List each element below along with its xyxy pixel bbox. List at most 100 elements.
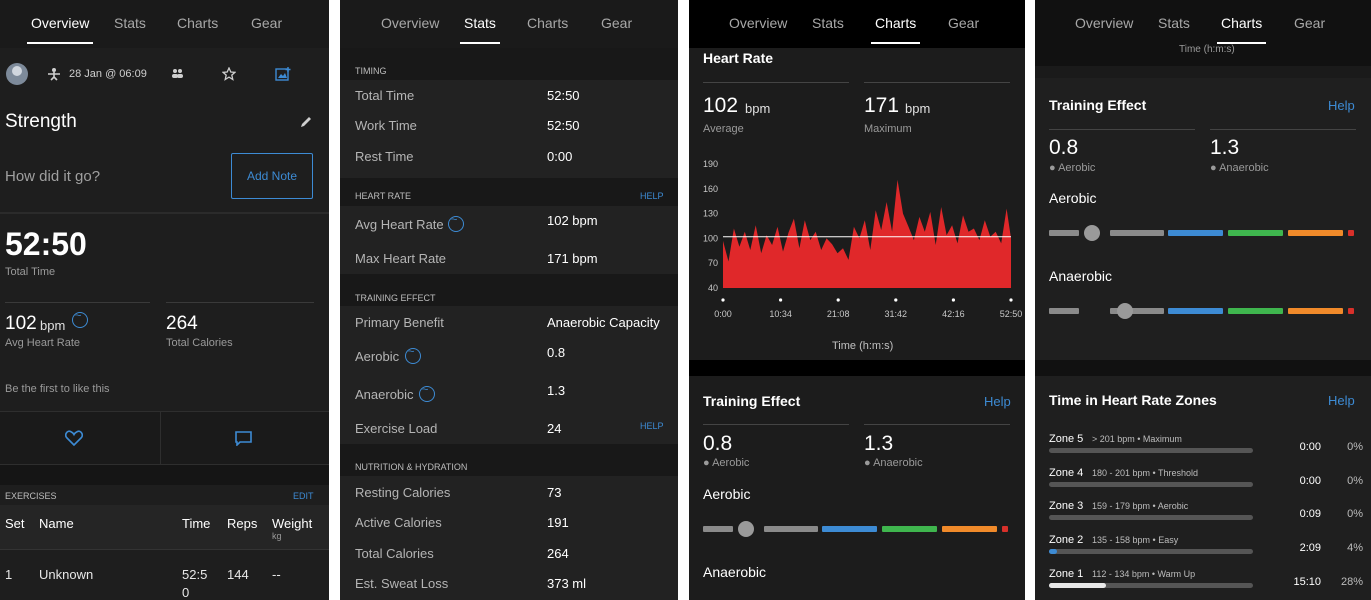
stat-value: 264: [547, 546, 569, 561]
help-link[interactable]: Help: [984, 394, 1011, 409]
tab-stats[interactable]: Stats: [114, 15, 146, 31]
scale-segment: [942, 526, 997, 532]
scale-segment: [1228, 308, 1283, 314]
x-tick-mark: [951, 298, 955, 302]
edit-pencil-icon[interactable]: [299, 115, 313, 129]
stat-value: 373 ml: [547, 576, 587, 591]
heart-rate-icon: [405, 346, 421, 364]
scale-knob: [1084, 225, 1100, 241]
help-link[interactable]: HELP: [640, 191, 664, 201]
add-note-button[interactable]: Add Note: [231, 153, 313, 199]
comment-icon[interactable]: [235, 431, 252, 446]
tab-stats[interactable]: Stats: [460, 15, 500, 44]
zone-time: 0:00: [1299, 441, 1321, 453]
scale-knob: [738, 521, 754, 537]
anaerobic-scale-title: Anaerobic: [703, 564, 767, 580]
y-tick-label: 190: [703, 159, 718, 169]
scale-segment: [1110, 230, 1164, 236]
col-set: Set: [5, 516, 25, 531]
stat-value: Anaerobic Capacity: [547, 315, 660, 330]
anaerobic-te-label-text: Anaerobic: [873, 457, 923, 469]
x-tick-label: 21:08: [827, 309, 850, 319]
tab-charts[interactable]: Charts: [1216, 15, 1267, 44]
scale-segment: [1228, 230, 1283, 236]
scale-segment: [764, 526, 818, 532]
tab-gear[interactable]: Gear: [948, 15, 980, 31]
help-link[interactable]: Help: [1328, 393, 1355, 408]
heart-rate-title: Heart Rate: [703, 50, 774, 66]
hr-average-label: Average: [703, 123, 744, 135]
avatar[interactable]: [6, 63, 28, 85]
calories-label: Total Calories: [166, 337, 233, 349]
people-icon[interactable]: [170, 68, 184, 80]
tab-charts[interactable]: Charts: [177, 15, 219, 31]
tab-bar: Overview Stats Charts Gear: [340, 0, 678, 48]
charts-panel: Overview Stats Charts Gear Heart Rate 10…: [689, 0, 1025, 600]
activity-name: Strength: [5, 111, 77, 132]
note-prompt: How did it go?: [5, 168, 101, 185]
star-icon[interactable]: [222, 67, 236, 81]
tab-charts[interactable]: Charts: [527, 15, 569, 31]
row-name: Unknown: [39, 567, 94, 582]
scale-segment: [1049, 308, 1079, 314]
col-reps: Reps: [227, 516, 258, 531]
tab-stats[interactable]: Stats: [1158, 15, 1190, 31]
x-tick-label: 0:00: [714, 309, 732, 319]
tab-gear[interactable]: Gear: [601, 15, 633, 31]
aerobic-te-label: ● Aerobic: [703, 457, 750, 469]
section-header: [340, 444, 678, 476]
tab-bar: Overview Stats Charts Gear: [689, 0, 1025, 48]
heart-rate-chart[interactable]: 40 70 100 130 160 190 0:00 10:34 21:08 31:42 42:1…: [689, 150, 1025, 360]
tab-overview[interactable]: Overview: [381, 15, 440, 31]
tab-gear[interactable]: Gear: [1294, 15, 1326, 31]
divider: [703, 424, 849, 425]
x-tick-label: 52:50: [1000, 309, 1023, 319]
tab-charts[interactable]: Charts: [870, 15, 921, 44]
col-time: Time: [182, 516, 211, 531]
zone-time: 2:09: [1299, 542, 1321, 554]
zone-percent: 0%: [1347, 508, 1363, 520]
scale-segment: [1168, 308, 1223, 314]
help-link[interactable]: HELP: [640, 421, 664, 431]
zone-description: 159 - 179 bpm • Aerobic: [1092, 501, 1189, 511]
help-link[interactable]: Help: [1328, 98, 1355, 113]
hr-zones-card: [1035, 376, 1371, 600]
tab-bar: Overview Stats Charts Gear: [0, 0, 329, 48]
tab-gear[interactable]: Gear: [251, 15, 283, 31]
aerobic-te-value: 0.8: [703, 432, 733, 455]
tab-stats[interactable]: Stats: [812, 15, 844, 31]
like-heart-icon[interactable]: [65, 430, 83, 446]
zone-bar: [1049, 583, 1253, 588]
tab-overview[interactable]: Overview: [1075, 15, 1134, 31]
tab-overview[interactable]: Overview: [26, 15, 94, 44]
scale-knob: [1117, 303, 1133, 319]
social-bar: [0, 411, 329, 465]
divider: [166, 302, 314, 303]
zone-percent: 0%: [1347, 441, 1363, 453]
stat-value: 0:00: [547, 149, 573, 164]
strength-activity-icon: [48, 68, 60, 81]
anaerobic-te-value: 1.3: [1210, 136, 1240, 159]
avg-hr-value: 102: [5, 313, 37, 334]
row-time: 52:5: [182, 567, 208, 582]
divider: [1210, 129, 1356, 130]
heart-rate-icon: [72, 310, 88, 328]
heart-rate-area: [723, 179, 1011, 288]
stat-label: Exercise Load: [355, 421, 438, 436]
x-tick-label: 10:34: [769, 309, 792, 319]
zone-description: 180 - 201 bpm • Threshold: [1092, 468, 1199, 478]
training-effect-card: [1035, 78, 1371, 360]
likes-text: Be the first to like this: [5, 383, 110, 395]
tab-overview[interactable]: Overview: [729, 15, 788, 31]
stats-panel: Overview Stats Charts Gear TIMING Total …: [340, 0, 678, 600]
edit-exercises-link[interactable]: EDIT: [293, 491, 314, 501]
stat-label: Aerobic: [355, 349, 400, 364]
zone-name: Zone 4: [1049, 467, 1084, 479]
stat-label: Total Time: [355, 88, 415, 103]
add-photo-icon[interactable]: [275, 66, 291, 82]
y-tick-label: 130: [703, 209, 718, 219]
timing-rows: [340, 80, 678, 178]
stat-value: 171 bpm: [547, 251, 598, 266]
heart-rate-rows: [340, 206, 678, 274]
exercises-label: EXERCISES: [5, 491, 57, 501]
